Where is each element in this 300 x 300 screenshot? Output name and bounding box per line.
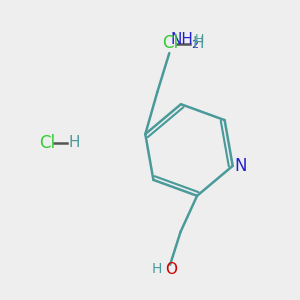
Text: N: N bbox=[235, 157, 247, 175]
Text: NH: NH bbox=[171, 32, 194, 47]
Text: O: O bbox=[166, 262, 178, 277]
Text: 2: 2 bbox=[191, 40, 198, 50]
Text: H: H bbox=[192, 36, 203, 51]
Text: H: H bbox=[152, 262, 162, 276]
Text: H: H bbox=[195, 33, 204, 46]
Text: H: H bbox=[69, 135, 80, 150]
Text: Cl: Cl bbox=[162, 34, 178, 52]
Text: Cl: Cl bbox=[39, 134, 55, 152]
